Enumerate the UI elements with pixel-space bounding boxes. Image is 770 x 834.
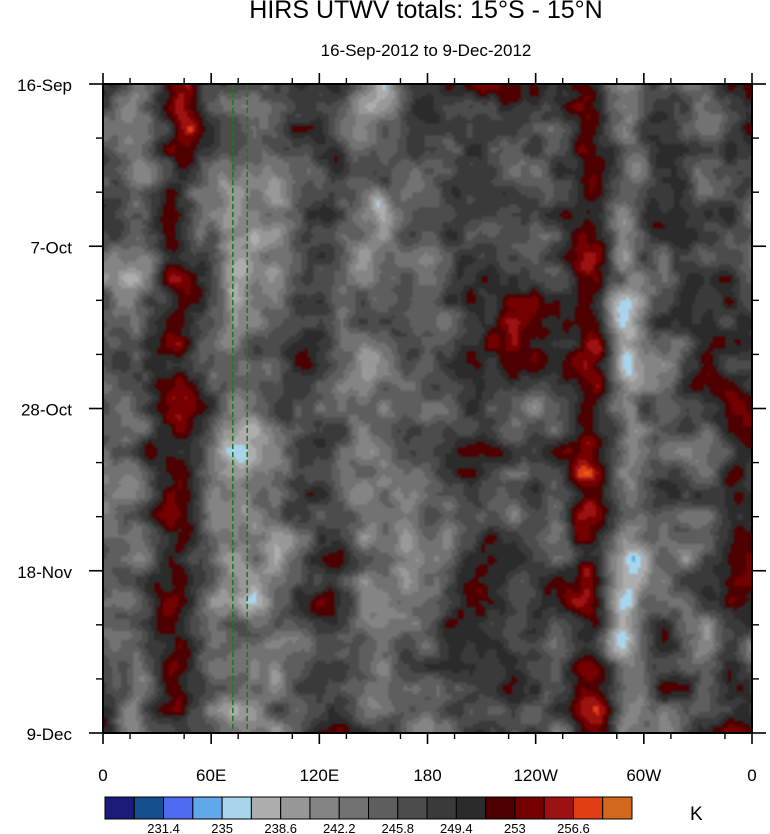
y-axis: 16-Sep 7-Oct 28-Oct 18-Nov 9-Dec <box>17 76 766 744</box>
colorbar-label: 245.8 <box>382 821 415 834</box>
colorbar-swatch <box>485 796 516 820</box>
colorbar-swatch <box>338 796 370 820</box>
colorbar-swatch <box>250 796 282 820</box>
x-tick-label: 180 <box>413 766 441 785</box>
colorbar-label: 249.4 <box>440 821 473 834</box>
colorbar-swatch <box>104 796 135 820</box>
y-tick-label: 18-Nov <box>17 563 72 582</box>
colorbar-swatch <box>397 796 428 820</box>
colorbar-swatch <box>280 796 311 820</box>
reference-lines <box>232 84 249 733</box>
x-axis: 0 60E 120E 180 120W 60W 0 <box>98 73 757 785</box>
colorbar-label: 231.4 <box>147 821 180 834</box>
x-tick-label: 120W <box>513 766 557 785</box>
colorbar-swatch <box>221 796 252 820</box>
colorbar-swatch <box>572 796 604 820</box>
colorbar-swatch <box>426 796 457 820</box>
colorbar-swatch <box>309 796 340 820</box>
colorbar-swatch <box>543 796 574 820</box>
y-tick-label: 7-Oct <box>30 238 72 257</box>
y-tick-label: 9-Dec <box>27 725 73 744</box>
chart-title: HIRS UTWV totals: 15°S - 15°N <box>249 0 603 24</box>
x-tick-label: 0 <box>98 766 107 785</box>
colorbar-swatch <box>455 796 487 820</box>
colorbar-label: 238.6 <box>264 821 297 834</box>
x-tick-label: 60E <box>196 766 226 785</box>
x-tick-label: 0 <box>747 766 756 785</box>
colorbar-swatch <box>192 796 223 820</box>
colorbar-swatch <box>368 796 399 820</box>
colorbar-swatch <box>602 796 633 820</box>
colorbar-label: 256.6 <box>557 821 590 834</box>
y-tick-label: 16-Sep <box>17 76 72 95</box>
colorbar-label: 235 <box>211 821 233 834</box>
y-tick-label: 28-Oct <box>21 401 72 420</box>
colorbar-label: 242.2 <box>323 821 356 834</box>
x-tick-label: 60W <box>626 766 661 785</box>
contour-field <box>103 84 752 733</box>
colorbar-swatch <box>514 796 545 820</box>
chart-subtitle: 16-Sep-2012 to 9-Dec-2012 <box>320 41 532 60</box>
colorbar-label: 253 <box>504 821 526 834</box>
colorbar-unit: K <box>690 804 703 825</box>
colorbar-swatch <box>163 796 194 820</box>
colorbar-swatch <box>133 796 165 820</box>
x-tick-label: 120E <box>299 766 339 785</box>
